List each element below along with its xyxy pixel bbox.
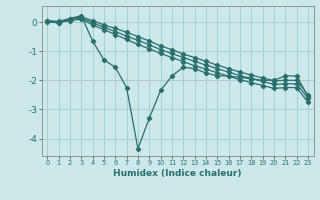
X-axis label: Humidex (Indice chaleur): Humidex (Indice chaleur) [113, 169, 242, 178]
